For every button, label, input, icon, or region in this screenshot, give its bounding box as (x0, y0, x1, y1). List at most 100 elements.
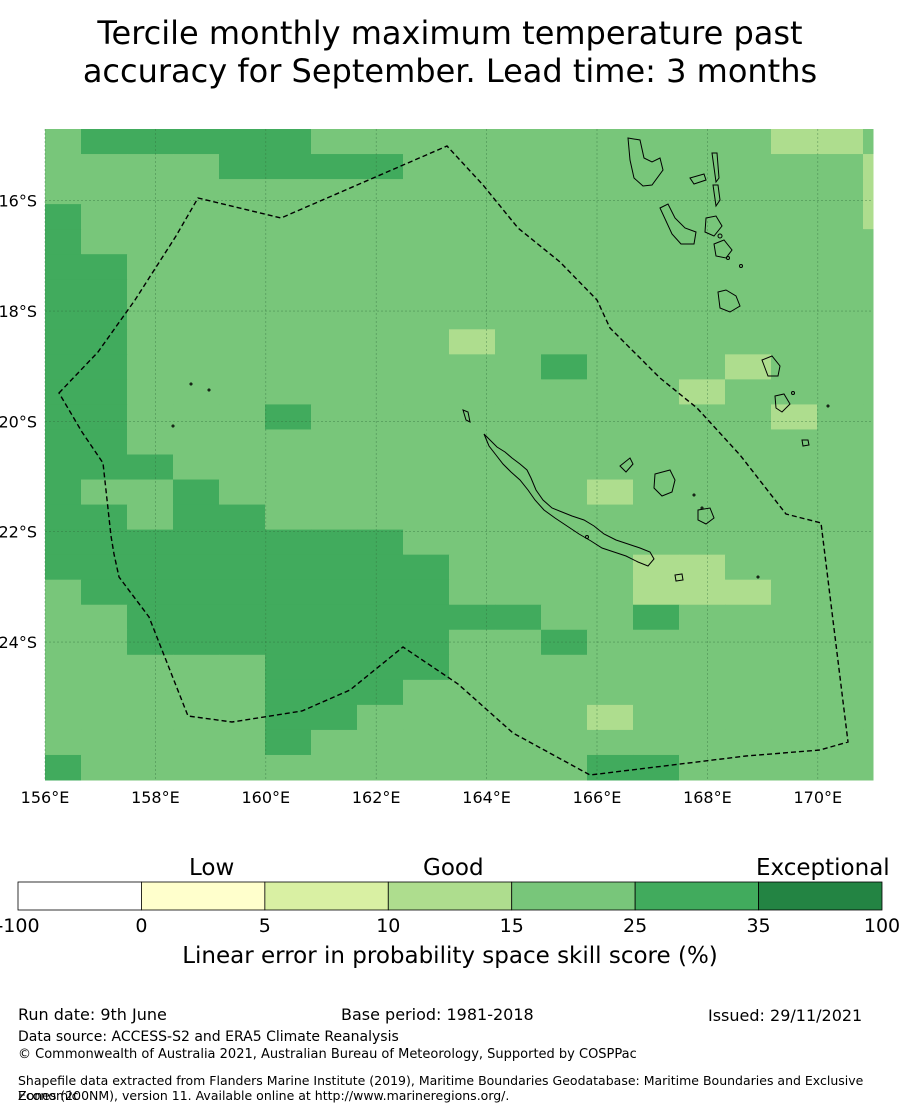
grid-cell (45, 604, 82, 631)
grid-cell (173, 129, 220, 155)
grid-cell (495, 529, 542, 556)
grid-cell (81, 179, 128, 205)
grid-cell (449, 679, 496, 706)
grid-cell (403, 279, 450, 305)
grid-cell (265, 479, 312, 506)
grid-cell (173, 754, 220, 781)
grid-cell (45, 229, 82, 255)
grid-cell (817, 629, 864, 656)
colorbar-tick-label: 0 (135, 915, 147, 937)
latitude-tick-label: 24°S (0, 633, 37, 652)
grid-cell (219, 654, 266, 681)
grid-cell (863, 229, 874, 255)
grid-cell (771, 454, 818, 481)
grid-cell (81, 529, 128, 556)
grid-cell (587, 254, 634, 280)
colorbar-segment (758, 881, 883, 911)
colorbar: -100 0 5 10 15 25 35 100 (0, 881, 900, 937)
grid-cell (357, 154, 404, 180)
grid-cell (311, 229, 358, 255)
mare-outline (697, 507, 715, 525)
grid-cell (541, 454, 588, 481)
grid-cell (81, 429, 128, 455)
grid-cell (219, 404, 266, 430)
grid-cell (587, 754, 634, 781)
grid-cell (265, 554, 312, 581)
grid-cell (679, 579, 726, 606)
grid-cell (679, 404, 726, 430)
grid-cell (817, 729, 864, 756)
grid-cell (127, 629, 174, 656)
grid-cell (771, 529, 818, 556)
grid-cell (311, 329, 358, 355)
grid-cell (45, 429, 82, 455)
grid-cell (863, 429, 874, 455)
grid-cell (679, 379, 726, 405)
grid-cell (817, 204, 864, 230)
grid-cell (403, 729, 450, 756)
grid-cell (173, 704, 220, 731)
grid-cell (495, 329, 542, 355)
grid-cell (311, 354, 358, 380)
grid-cell (311, 604, 358, 631)
grid-cell (495, 229, 542, 255)
grid-cell (81, 379, 128, 405)
grid-cell (587, 679, 634, 706)
grid-cell (633, 479, 680, 506)
grid-cell (449, 204, 496, 230)
longitude-tick-label: 160°E (241, 788, 290, 807)
grid-cell (771, 179, 818, 205)
malekula-outline (659, 203, 697, 245)
colorbar-segment (387, 881, 513, 911)
grid-cell (771, 679, 818, 706)
grid-cell (587, 229, 634, 255)
grid-cell (725, 704, 772, 731)
grid-cell (495, 254, 542, 280)
grid-cell (633, 554, 680, 581)
grid-cell (219, 479, 266, 506)
grid-cell (449, 754, 496, 781)
grid-cell (45, 654, 82, 681)
grid-cell (587, 379, 634, 405)
grid-cell (817, 329, 864, 355)
grid-cell (45, 679, 82, 706)
grid-cell (403, 554, 450, 581)
grid-cell (449, 354, 496, 380)
grid-cell (265, 704, 312, 731)
longitude-tick-label: 168°E (683, 788, 732, 807)
grid-cell (679, 304, 726, 330)
colorbar-tick-label: 15 (500, 915, 524, 937)
grid-cell (127, 354, 174, 380)
grid-cell (265, 379, 312, 405)
grid-cell (449, 704, 496, 731)
grid-cell (45, 454, 82, 481)
grid-cell (725, 379, 772, 405)
grid-cell (725, 504, 772, 531)
grid-cell (173, 479, 220, 506)
grid-cell (771, 429, 818, 455)
grid-cell (495, 679, 542, 706)
grid-cell (265, 354, 312, 380)
grid-cell (449, 729, 496, 756)
grid-cell (81, 404, 128, 430)
grid-cell (81, 204, 128, 230)
colorbar-segment (17, 881, 142, 911)
colorbar-caption-good: Good (423, 855, 484, 881)
grid-cell (725, 529, 772, 556)
grid-cell (127, 479, 174, 506)
run-date: Run date: 9th June (18, 1005, 167, 1024)
grid-cell (725, 479, 772, 506)
grid-cell (127, 404, 174, 430)
grid-cell (127, 654, 174, 681)
grid-cell (127, 679, 174, 706)
lifou-outline (653, 469, 676, 497)
grid-cell (357, 479, 404, 506)
grid-cell (81, 654, 128, 681)
grid-cell (127, 379, 174, 405)
grid-cell (633, 304, 680, 330)
grid-cell (173, 654, 220, 681)
colorbar-caption-exceptional: Exceptional (756, 855, 890, 881)
grid-cell (45, 554, 82, 581)
grid-cell (863, 279, 874, 305)
grid-cell (725, 604, 772, 631)
